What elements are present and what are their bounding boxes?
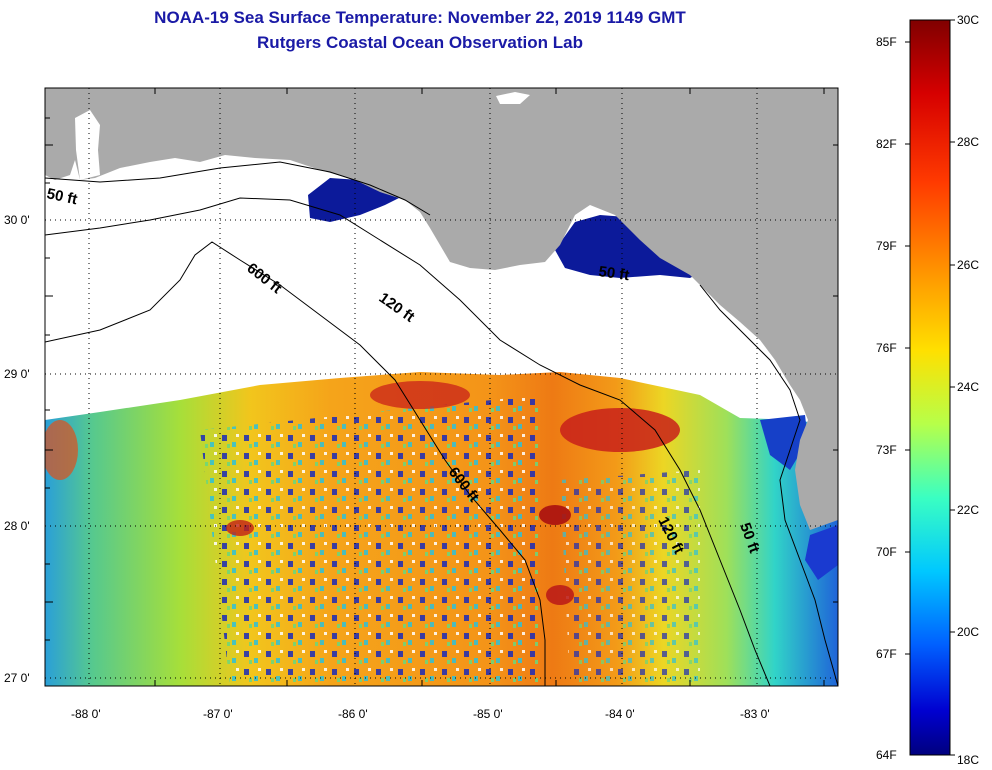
warm-patch — [370, 381, 470, 409]
map-subtitle: Rutgers Coastal Ocean Observation Lab — [257, 33, 583, 52]
contour-50ft-south — [699, 284, 838, 686]
contour-120ft — [45, 197, 771, 686]
ticks — [45, 88, 838, 686]
warm-patch — [560, 408, 680, 452]
colorbar-f-label: 82F — [876, 137, 897, 151]
lon-label: -87 0' — [203, 707, 233, 721]
contour-600ft — [45, 241, 546, 686]
lat-label: 27 0' — [4, 671, 30, 685]
colorbar-c-label: 18C — [957, 753, 979, 767]
depth-contours — [45, 161, 838, 686]
map-canvas — [45, 88, 838, 686]
lat-label: 28 0' — [4, 519, 30, 533]
sst-speckle-east — [560, 470, 700, 686]
lat-label: 29 0' — [4, 367, 30, 381]
colorbar-c-label: 26C — [957, 258, 979, 272]
colorbar-gradient — [909, 19, 951, 756]
map-frame — [44, 87, 839, 687]
cold-patch-tampa — [760, 415, 808, 470]
warm-patch — [45, 420, 78, 480]
colorbar-f-label: 64F — [876, 748, 897, 762]
contour-label: 50 ft — [45, 185, 79, 208]
sst-speckle — [200, 395, 540, 686]
colorbar-c-label: 30C — [957, 13, 979, 27]
lake — [496, 92, 530, 104]
map-title: NOAA-19 Sea Surface Temperature: Novembe… — [154, 8, 686, 27]
cold-patch-charlotte — [805, 525, 838, 580]
lon-label: -86 0' — [338, 707, 368, 721]
colorbar-f-label: 76F — [876, 341, 897, 355]
lon-label: -85 0' — [473, 707, 503, 721]
colorbar-c-label: 24C — [957, 380, 979, 394]
colorbar-f-label: 85F — [876, 35, 897, 49]
lon-label: -84 0' — [605, 707, 635, 721]
colorbar: 85F 82F 79F 76F 73F 70F 67F 64F 30C 28C … — [876, 13, 979, 767]
contour-50ft-north — [45, 161, 431, 216]
warm-patch — [539, 505, 571, 525]
colorbar-c-label: 22C — [957, 503, 979, 517]
colorbar-f-label: 79F — [876, 239, 897, 253]
colorbar-ticks — [905, 19, 955, 756]
colorbar-c-label: 28C — [957, 135, 979, 149]
contour-label: 50 ft — [597, 263, 630, 284]
colorbar-f-label: 73F — [876, 443, 897, 457]
mobile-bay — [75, 110, 100, 180]
lon-label: -83 0' — [740, 707, 770, 721]
warm-patch — [226, 520, 254, 536]
lon-label: -88 0' — [71, 707, 101, 721]
colorbar-f-label: 67F — [876, 647, 897, 661]
warm-patch — [546, 585, 574, 605]
land — [45, 88, 838, 530]
colorbar-f-label: 70F — [876, 545, 897, 559]
lat-label: 30 0' — [4, 213, 30, 227]
graticule — [45, 88, 838, 686]
colorbar-c-label: 20C — [957, 625, 979, 639]
